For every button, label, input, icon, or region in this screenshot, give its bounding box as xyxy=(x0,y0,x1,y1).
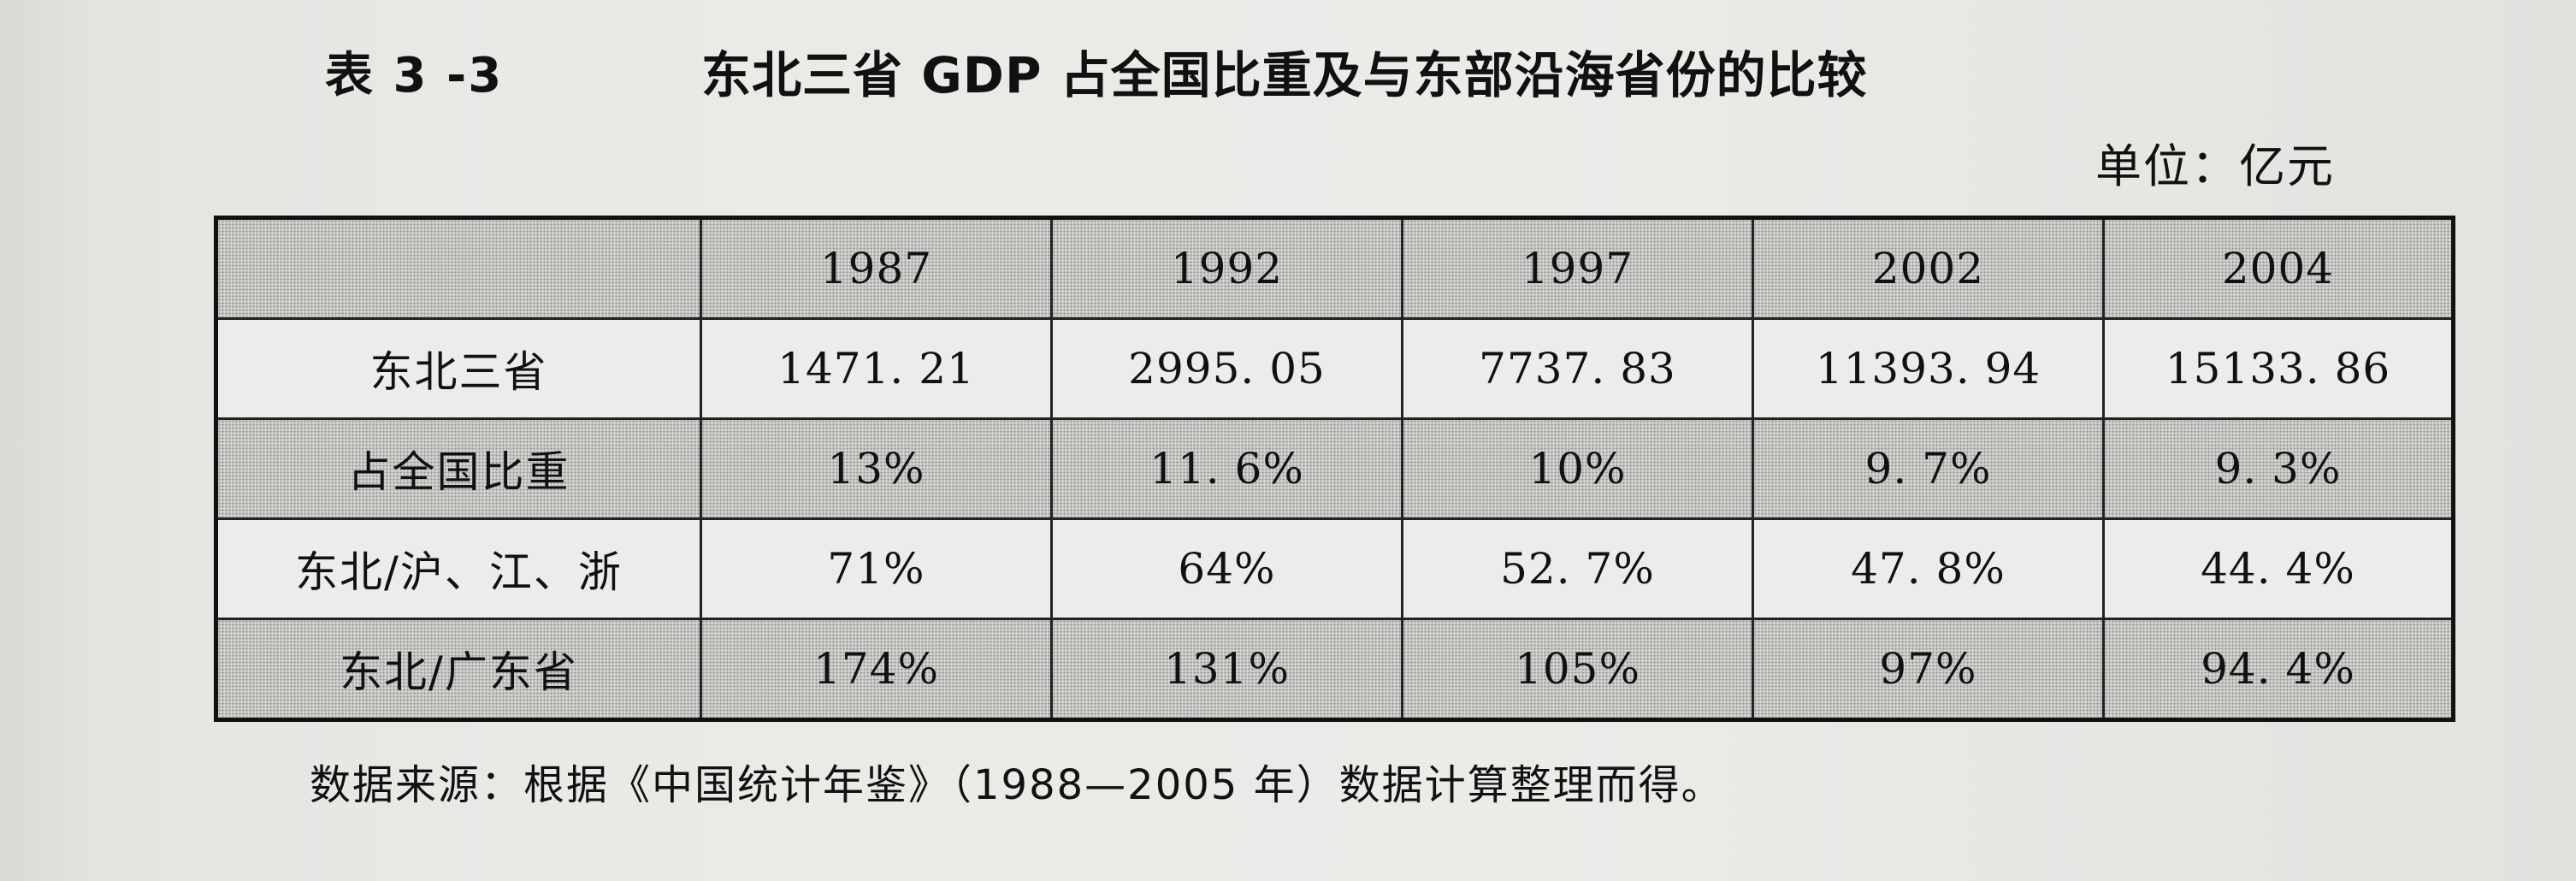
table-caption: 表 3 -3 东北三省 GDP 占全国比重及与东部沿海省份的比较 xyxy=(325,33,2035,109)
unit-label: 单位：亿元 xyxy=(2095,139,2335,193)
table-cell: 174% xyxy=(700,618,1053,721)
table-cell: 1471. 21 xyxy=(700,317,1053,420)
column-header-1997: 1997 xyxy=(1401,216,1754,320)
table-cell: 10% xyxy=(1401,417,1754,520)
table-cell: 131% xyxy=(1050,618,1403,721)
table-row: 东北三省 1471. 21 2995. 05 7737. 83 11393. 9… xyxy=(215,317,2455,420)
table-cell: 11. 6% xyxy=(1050,417,1403,520)
column-header-1987: 1987 xyxy=(700,216,1053,320)
table-cell: 9. 3% xyxy=(2102,417,2455,520)
table-cell: 11393. 94 xyxy=(1752,317,2105,420)
table-cell: 94. 4% xyxy=(2102,618,2455,721)
table-cell: 9. 7% xyxy=(1752,417,2105,520)
table-cell: 2995. 05 xyxy=(1050,317,1403,420)
table-row: 东北/广东省 174% 131% 105% 97% 94. 4% xyxy=(215,618,2455,721)
corner-cell xyxy=(215,216,702,320)
row-header-national-share: 占全国比重 xyxy=(215,417,702,520)
column-header-2002: 2002 xyxy=(1752,216,2105,320)
table-cell: 44. 4% xyxy=(2102,517,2455,620)
row-header-vs-shanghai-jiangsu-zhejiang: 东北/沪、江、浙 xyxy=(215,517,702,620)
gdp-comparison-table: 1987 1992 1997 2002 2004 东北三省 1471. 21 2… xyxy=(214,216,2455,722)
table-cell: 71% xyxy=(700,517,1053,620)
column-header-1992: 1992 xyxy=(1050,216,1403,320)
table-cell: 13% xyxy=(700,417,1053,520)
table-cell: 47. 8% xyxy=(1752,517,2105,620)
table-cell: 15133. 86 xyxy=(2102,317,2455,420)
table-number: 表 3 -3 xyxy=(325,47,504,103)
table-cell: 7737. 83 xyxy=(1401,317,1754,420)
table-row: 占全国比重 13% 11. 6% 10% 9. 7% 9. 3% xyxy=(215,417,2455,520)
row-header-vs-guangdong: 东北/广东省 xyxy=(215,618,702,721)
table-title: 东北三省 GDP 占全国比重及与东部沿海省份的比较 xyxy=(701,46,1868,104)
table-cell: 105% xyxy=(1401,618,1754,721)
table-cell: 97% xyxy=(1752,618,2105,721)
row-header-northeast-gdp: 东北三省 xyxy=(215,317,702,420)
source-note: 数据来源：根据《中国统计年鉴》（1988—2005 年）数据计算整理而得。 xyxy=(310,761,1724,809)
table-cell: 52. 7% xyxy=(1401,517,1754,620)
table-header-row: 1987 1992 1997 2002 2004 xyxy=(215,216,2455,320)
table-row: 东北/沪、江、浙 71% 64% 52. 7% 47. 8% 44. 4% xyxy=(215,517,2455,620)
column-header-2004: 2004 xyxy=(2102,216,2455,320)
table-cell: 64% xyxy=(1050,517,1403,620)
